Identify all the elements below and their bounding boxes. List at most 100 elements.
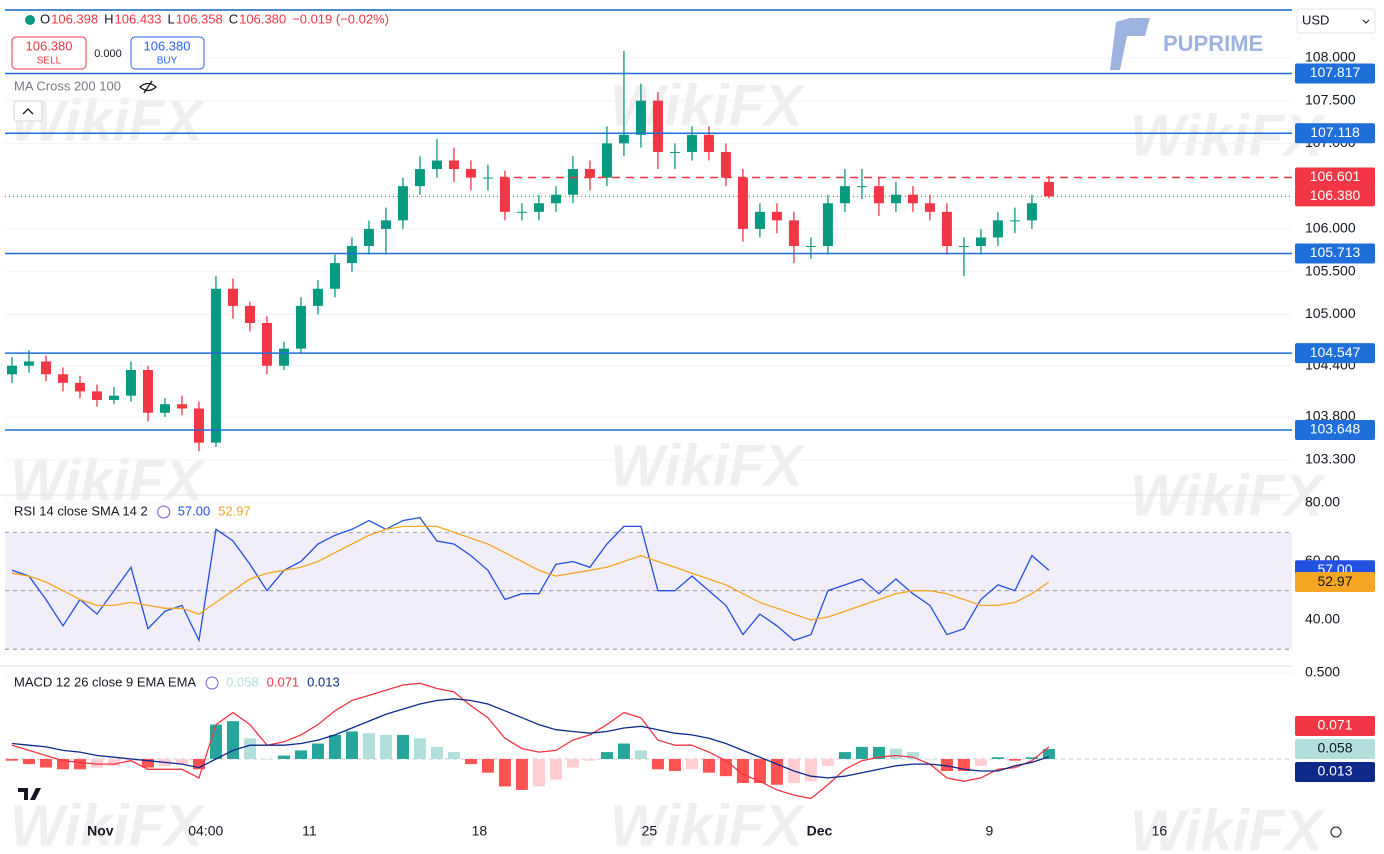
level-label-bg <box>1295 420 1375 441</box>
indicator-badge-bg <box>1295 716 1375 736</box>
candle-body <box>414 169 425 187</box>
candle-body <box>805 246 816 248</box>
currency-select[interactable] <box>1296 8 1376 34</box>
histogram-bar <box>362 733 375 759</box>
last-price-label: 106.380 <box>1310 187 1361 203</box>
watermark: WikiFX <box>610 793 806 854</box>
x-tick-label: 18 <box>472 823 488 839</box>
histogram-bar <box>974 758 987 766</box>
histogram-bar <box>804 758 817 782</box>
x-tick-label: Nov <box>87 823 114 839</box>
candle-body <box>652 100 663 152</box>
candle-body <box>618 134 629 144</box>
buy-button[interactable] <box>130 36 205 70</box>
histogram-bar <box>600 752 613 759</box>
watermark: WikiFX <box>610 433 806 498</box>
candle-body <box>550 194 561 204</box>
candle-body <box>754 211 765 229</box>
candle-body <box>975 237 986 247</box>
candle-body <box>737 177 748 229</box>
ohlc-value: 106.380 <box>239 11 286 26</box>
histogram-bar <box>906 752 919 759</box>
x-tick-label: 25 <box>642 823 658 839</box>
histogram-bar <box>22 758 35 765</box>
level-label-bg <box>1295 243 1375 264</box>
histogram-bar <box>736 758 749 784</box>
watermarks: WikiFX WikiFX WikiFX WikiFX WikiFX WikiF… <box>10 73 1326 854</box>
indicator-value: 52.97 <box>218 503 251 518</box>
indicator-value: 57.00 <box>178 503 211 518</box>
candle-body <box>822 203 833 247</box>
candle-body <box>380 220 391 229</box>
candle-body <box>584 169 595 178</box>
candle-body <box>856 186 867 188</box>
status-dot <box>25 15 35 25</box>
visibility-icon[interactable] <box>139 80 157 94</box>
candle-body <box>669 151 680 153</box>
candle-body <box>686 134 697 152</box>
histogram-bar <box>192 758 205 770</box>
indicator-label: MA Cross 200 100 <box>14 78 121 93</box>
indicator-badge-bg <box>1295 739 1375 759</box>
candle-body <box>465 169 476 178</box>
y-tick-label: 40.00 <box>1305 611 1340 627</box>
ohlc-key: C <box>229 11 238 26</box>
level-label-bg <box>1295 123 1375 144</box>
candle-body <box>397 186 408 221</box>
histogram-bar <box>464 758 477 765</box>
buy-price: 106.380 <box>144 38 191 53</box>
indicator-value: 0.013 <box>307 674 340 689</box>
sell-button[interactable] <box>11 36 87 70</box>
histogram-bar <box>532 758 545 787</box>
histogram-bar <box>889 748 902 759</box>
histogram-bar <box>991 757 1004 759</box>
chevron-up <box>22 108 34 115</box>
histogram-bar <box>243 738 256 759</box>
alert-label: 106.601 <box>1310 168 1361 184</box>
level-label: 107.817 <box>1310 64 1361 80</box>
watermark: WikiFX <box>1130 463 1326 528</box>
price-change: −0.019 (−0.02%) <box>292 11 389 26</box>
plot-layer: O 106.398 H 106.433 L 106.358 C 106.380 −0.019 (… <box>5 11 1375 839</box>
ohlc-value: 106.358 <box>176 11 223 26</box>
candle-body <box>635 100 646 135</box>
candle-body <box>23 361 34 366</box>
collapse-button[interactable] <box>13 100 43 122</box>
candle-body <box>108 395 119 400</box>
histogram-bar <box>549 758 562 780</box>
candle-body <box>142 370 153 413</box>
candle-body <box>1043 181 1054 197</box>
indicator-title: MACD 12 26 close 9 EMA EMA <box>14 674 196 689</box>
candle-body <box>958 246 969 248</box>
candle-body <box>193 408 204 443</box>
histogram-bar <box>1025 757 1038 759</box>
x-tick-label: 9 <box>986 823 994 839</box>
ohlc-key: H <box>104 11 113 26</box>
currency: USD <box>1302 12 1329 27</box>
histogram-bar <box>107 758 120 766</box>
settings-icon[interactable] <box>1330 826 1342 838</box>
candle-body <box>1026 203 1037 221</box>
level-label: 107.118 <box>1310 124 1360 140</box>
candle-body <box>516 211 527 213</box>
candle-body <box>1009 220 1020 222</box>
histogram-bar <box>1042 748 1055 759</box>
histogram-bar <box>5 758 18 761</box>
histogram-bar <box>226 721 239 759</box>
candle-body <box>261 322 272 366</box>
macd-line <box>11 698 1050 779</box>
histogram-bar <box>277 755 290 759</box>
eye-icon <box>139 80 157 94</box>
histogram-bar <box>821 758 834 766</box>
ohlc-value: 106.398 <box>51 11 98 26</box>
y-tick-label: 106.000 <box>1305 220 1356 236</box>
watermark: WikiFX <box>10 448 206 513</box>
candle-body <box>40 361 51 375</box>
watermark: WikiFX <box>1130 103 1326 168</box>
histogram-bar <box>940 758 953 771</box>
histogram-bar <box>923 758 936 760</box>
y-tick-label: 103.800 <box>1305 408 1356 424</box>
histogram-bar <box>328 734 341 759</box>
y-tick-label: 103.300 <box>1305 450 1356 466</box>
